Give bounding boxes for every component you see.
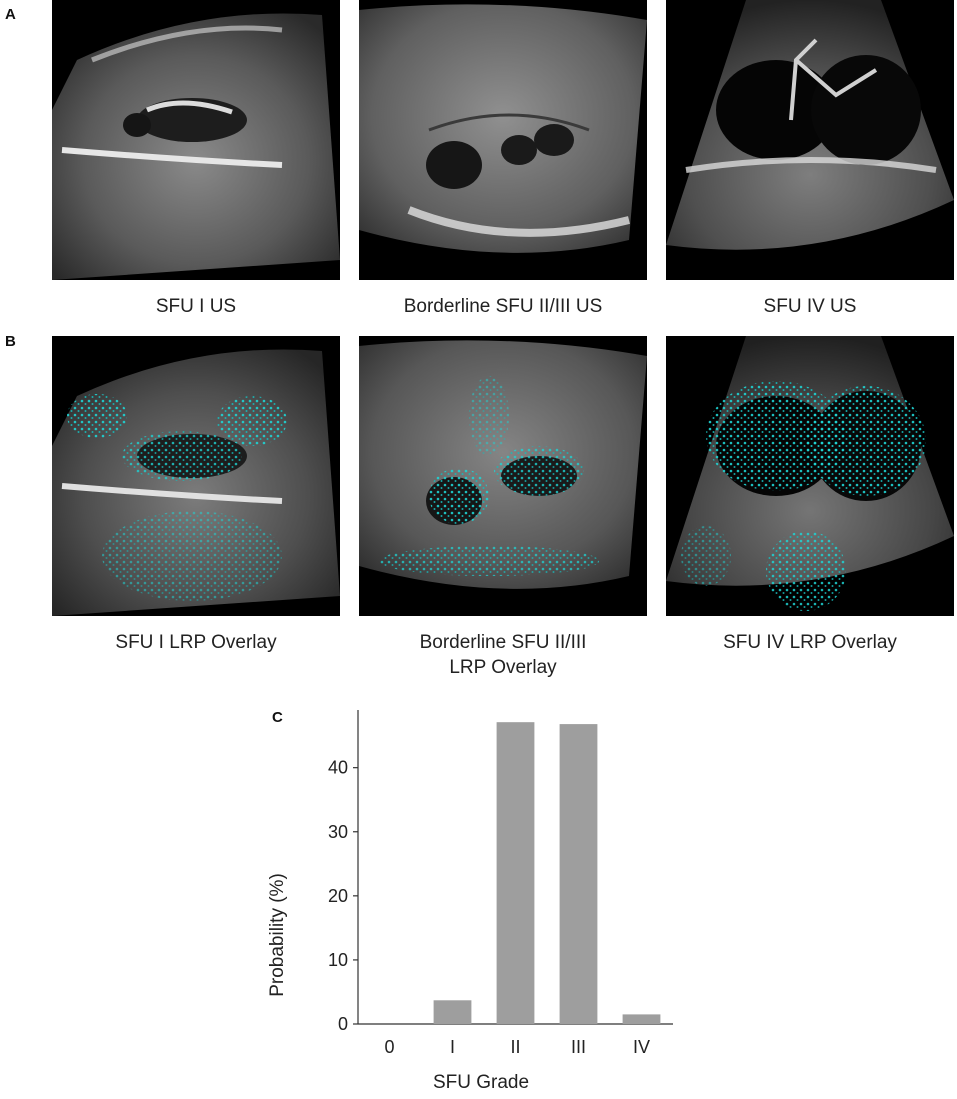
panel-label-b: B	[5, 333, 16, 350]
x-tick-label: II	[510, 1037, 520, 1057]
y-axis-label: Probability (%)	[267, 873, 288, 997]
panel-label-a: A	[5, 6, 16, 23]
y-tick-label: 20	[328, 886, 348, 906]
caption-borderline-sfu-ii-iii-lrp-overlay: Borderline SFU II/III LRP Overlay	[348, 630, 658, 680]
y-tick-label: 0	[338, 1014, 348, 1034]
caption-borderline-sfu-ii-iii-us: Borderline SFU II/III US	[403, 296, 603, 317]
caption-sfu-iv-lrp-overlay: SFU IV LRP Overlay	[723, 632, 897, 653]
x-axis-label: SFU Grade	[433, 1072, 529, 1093]
panel-label-c: C	[272, 709, 283, 726]
caption-line-2: LRP Overlay	[449, 657, 557, 678]
x-tick-label: IV	[633, 1037, 650, 1057]
bar-II	[496, 722, 535, 1024]
lrp-overlay-image-sfu-iv	[666, 336, 954, 616]
lrp-overlay-image-borderline-sfu-ii-iii	[359, 336, 647, 616]
ultrasound-image-borderline-sfu-ii-iii	[359, 0, 647, 280]
x-tick-label: I	[450, 1037, 455, 1057]
y-tick-label: 40	[328, 758, 348, 778]
x-tick-label: 0	[384, 1037, 394, 1057]
y-tick-label: 10	[328, 950, 348, 970]
bar-I	[433, 1000, 472, 1024]
lrp-overlay-image-sfu-i	[52, 336, 340, 616]
bar-III	[559, 724, 598, 1024]
y-tick-label: 30	[328, 822, 348, 842]
bar-IV	[622, 1014, 661, 1024]
probability-bar-chart: Probability (%) SFU Grade 0 10 20 30 40 0 I II I…	[255, 700, 695, 1099]
caption-sfu-i-us: SFU I US	[155, 296, 237, 317]
caption-line-1: Borderline SFU II/III	[419, 632, 587, 653]
ultrasound-image-sfu-i	[52, 0, 340, 280]
caption-sfu-iv-us: SFU IV US	[763, 296, 857, 317]
x-tick-label: III	[571, 1037, 586, 1057]
ultrasound-image-sfu-iv	[666, 0, 954, 280]
caption-sfu-i-lrp-overlay: SFU I LRP Overlay	[115, 632, 277, 653]
